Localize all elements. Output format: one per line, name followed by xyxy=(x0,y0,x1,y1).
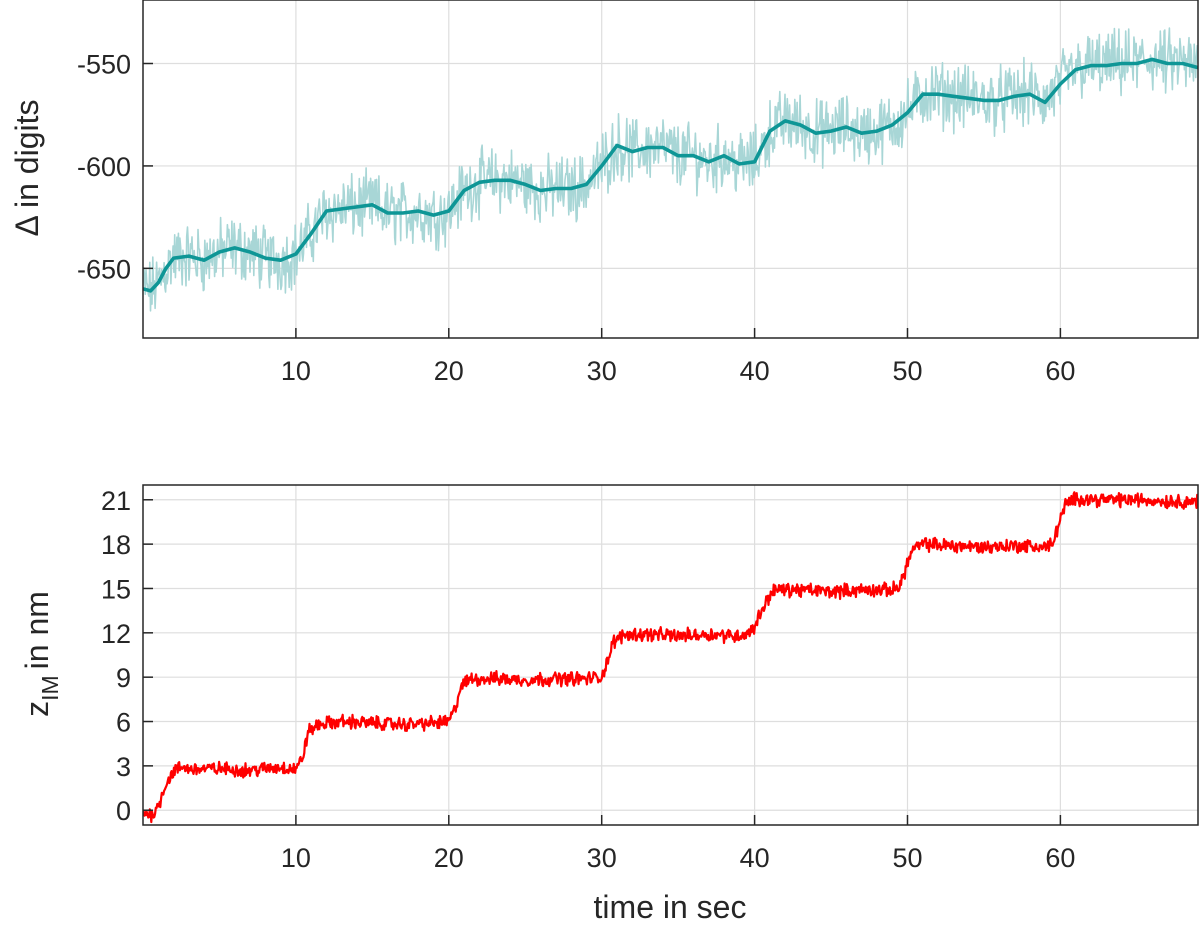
position-axes-box xyxy=(142,484,1199,826)
delta-y-tick-label: -600 xyxy=(77,152,131,182)
position-position-line xyxy=(143,491,1198,824)
position-x-tick-label: 40 xyxy=(740,843,770,873)
position-y-tick-label: 9 xyxy=(116,663,131,693)
position-y-tick-label: 12 xyxy=(101,619,131,649)
delta-x-tick-label: 60 xyxy=(1045,356,1075,386)
position-ticks: 10 20 30 40 50 60 0 3 6 9 12 15 18 21 xyxy=(101,486,1075,873)
position-y-axis-label: zIM in nm xyxy=(19,591,63,717)
delta-ticks: 10 20 30 40 50 60 -650 -600 -550 xyxy=(77,50,1075,386)
position-x-tick-label: 20 xyxy=(434,843,464,873)
position-x-tick-label: 60 xyxy=(1045,843,1075,873)
delta-series xyxy=(143,27,1198,312)
position-y-tick-label: 21 xyxy=(101,486,131,516)
position-y-tick-label: 18 xyxy=(101,530,131,560)
delta-panel: 10 20 30 40 50 60 -650 -600 -550 Δ in digits xyxy=(9,0,1199,386)
position-grid xyxy=(143,485,1198,825)
delta-smoothed-line xyxy=(143,57,1198,293)
delta-x-tick-label: 30 xyxy=(587,356,617,386)
position-x-tick-label: 50 xyxy=(892,843,922,873)
position-y-label-subscript: IM xyxy=(37,675,63,701)
position-panel: 10 20 30 40 50 60 0 3 6 9 12 15 18 21 zIM in nm time i… xyxy=(19,484,1199,925)
delta-x-tick-label: 50 xyxy=(892,356,922,386)
delta-x-tick-label: 10 xyxy=(281,356,311,386)
position-y-tick-label: 15 xyxy=(101,574,131,604)
delta-y-axis-label: Δ in digits xyxy=(9,100,45,237)
position-series xyxy=(143,491,1198,824)
delta-y-tick-label: -650 xyxy=(77,254,131,284)
delta-grid xyxy=(143,0,1198,338)
delta-x-tick-label: 20 xyxy=(434,356,464,386)
delta-axes-box xyxy=(142,0,1199,339)
delta-x-tick-label: 40 xyxy=(740,356,770,386)
position-x-axis-label: time in sec xyxy=(594,889,747,925)
delta-y-tick-label: -550 xyxy=(77,50,131,80)
position-y-tick-label: 0 xyxy=(116,796,131,826)
position-y-tick-label: 6 xyxy=(116,708,131,738)
position-x-tick-label: 10 xyxy=(281,843,311,873)
position-y-label-suffix: in nm xyxy=(19,591,55,669)
position-x-tick-label: 30 xyxy=(587,843,617,873)
position-y-tick-label: 3 xyxy=(116,752,131,782)
position-y-label-main: z xyxy=(19,701,55,717)
